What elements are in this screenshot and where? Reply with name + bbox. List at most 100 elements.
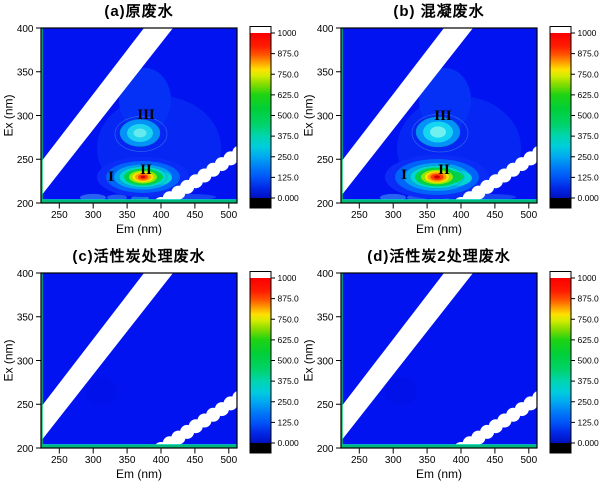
y-tick-label: 250 xyxy=(317,400,334,411)
bottom-edge-band xyxy=(341,444,537,448)
x-axis: 250 300 350 400 450 500 xyxy=(51,203,238,221)
colorbar-scale xyxy=(250,278,271,443)
colorbar-tick-label: 1000 xyxy=(578,28,597,38)
second-order-scatter-band xyxy=(454,391,537,448)
colorbar-scale xyxy=(550,278,571,443)
y-tick-label: 300 xyxy=(317,111,334,122)
colorbar-above-max xyxy=(250,271,271,278)
colorbar-tick-label: 125.0 xyxy=(578,172,600,182)
bottom-edge-band xyxy=(41,199,237,203)
colorbar-tick-label: 125.0 xyxy=(278,417,300,427)
y-axis-title: Ex (nm) xyxy=(302,339,316,381)
colorbar-tick-label: 0.000 xyxy=(578,193,600,203)
x-axis: 250 300 350 400 450 500 xyxy=(51,448,238,466)
colorbar-tick-label: 750.0 xyxy=(578,69,600,79)
colorbar-frame xyxy=(549,271,572,454)
y-axis-title: Ex (nm) xyxy=(2,94,16,136)
rayleigh-scatter-band xyxy=(341,28,473,196)
bottom-edge-line xyxy=(341,199,537,201)
colorbar-frame xyxy=(249,271,272,454)
contour-blob xyxy=(430,126,446,138)
y-axis-title: Ex (nm) xyxy=(2,339,16,381)
colorbar-tick-label: 1000 xyxy=(278,273,297,283)
colorbar-tick-label: 250.0 xyxy=(578,397,600,407)
y-axis-title: Ex (nm) xyxy=(302,94,316,136)
colorbar-tick-label: 1000 xyxy=(278,28,297,38)
x-tick-label: 350 xyxy=(119,455,136,466)
left-edge-band xyxy=(341,273,343,448)
colorbar-tick-label: 375.0 xyxy=(578,376,600,386)
colorbar-scale xyxy=(250,33,271,198)
x-tick-label: 500 xyxy=(220,210,237,221)
region-label-I: I xyxy=(108,169,114,185)
region-label-II: II xyxy=(140,162,152,178)
y-tick-label: 200 xyxy=(17,444,34,455)
x-tick-label: 400 xyxy=(453,455,470,466)
colorbar-tick-label: 750.0 xyxy=(278,69,300,79)
faint-patch xyxy=(385,377,417,405)
x-tick-label: 450 xyxy=(187,455,204,466)
colorbar-below-min xyxy=(250,443,271,453)
x-tick-label: 400 xyxy=(453,210,470,221)
x-tick-label: 450 xyxy=(487,455,504,466)
colorbar-tick-label: 875.0 xyxy=(578,49,600,59)
x-tick-label: 400 xyxy=(153,210,170,221)
colorbar: 1000 875.0 750.0 625.0 500.0 375.0 250.0 125.0 0… xyxy=(549,26,600,209)
colorbar-tick-label: 0.000 xyxy=(578,438,600,448)
rayleigh-scatter-band xyxy=(41,273,173,441)
y-tick-label: 350 xyxy=(317,68,334,79)
colorbar-frame xyxy=(249,26,272,209)
colorbar-tick-label: 500.0 xyxy=(578,111,600,121)
left-edge-band xyxy=(341,28,343,203)
colorbar-tick-label: 375.0 xyxy=(278,131,300,141)
x-tick-label: 250 xyxy=(351,210,368,221)
contour-line xyxy=(114,116,168,152)
bottom-edge-band xyxy=(341,199,537,203)
x-tick-label: 500 xyxy=(520,455,537,466)
x-tick-label: 350 xyxy=(419,455,436,466)
left-edge-band xyxy=(41,273,43,448)
y-tick-label: 200 xyxy=(317,444,334,455)
x-tick-label: 250 xyxy=(51,210,68,221)
panel-a-cell: (a)原废水 I II III 250 300 350 400 450 500 400 350 300 2… xyxy=(0,0,300,245)
y-tick-label: 300 xyxy=(17,111,34,122)
colorbar-tick-label: 250.0 xyxy=(578,152,600,162)
x-tick-label: 250 xyxy=(351,455,368,466)
region-label-III: III xyxy=(434,108,452,124)
colorbar-tick-label: 125.0 xyxy=(578,417,600,427)
region-label-III: III xyxy=(137,107,155,123)
x-tick-label: 500 xyxy=(220,455,237,466)
y-axis: 400 350 300 250 200 xyxy=(317,24,341,210)
colorbar-tick-label: 875.0 xyxy=(278,294,300,304)
y-tick-label: 200 xyxy=(17,199,34,210)
colorbar-tick-label: 1000 xyxy=(578,273,597,283)
y-tick-label: 200 xyxy=(317,199,334,210)
colorbar-tick-label: 500.0 xyxy=(578,356,600,366)
colorbar-tick-label: 0.000 xyxy=(278,438,300,448)
y-axis: 400 350 300 250 200 xyxy=(17,24,41,210)
x-tick-label: 300 xyxy=(385,210,402,221)
x-tick-label: 300 xyxy=(85,210,102,221)
contour-blob xyxy=(133,128,147,138)
bottom-edge-line xyxy=(41,444,237,446)
colorbar-frame xyxy=(549,26,572,209)
y-tick-label: 250 xyxy=(17,400,34,411)
x-axis-title: Em (nm) xyxy=(116,467,162,481)
plot-content xyxy=(341,273,537,448)
region-label-I: I xyxy=(401,167,407,183)
contour-line xyxy=(411,113,469,153)
colorbar-tick-label: 750.0 xyxy=(278,314,300,324)
panel-b-cell: (b) 混凝废水 I II III 250 300 350 400 450 500 400 350 30… xyxy=(300,0,600,245)
panel-title: (d)活性炭2处理废水 xyxy=(367,247,511,265)
scatter-dot xyxy=(232,146,237,160)
y-tick-label: 300 xyxy=(317,356,334,367)
second-order-scatter-band xyxy=(454,146,537,203)
x-axis-title: Em (nm) xyxy=(116,222,162,236)
colorbar-tick-label: 875.0 xyxy=(278,49,300,59)
y-axis: 400 350 300 250 200 xyxy=(17,269,41,455)
colorbar-below-min xyxy=(250,198,271,208)
panel-title: (a)原废水 xyxy=(104,2,173,20)
x-tick-label: 450 xyxy=(487,210,504,221)
